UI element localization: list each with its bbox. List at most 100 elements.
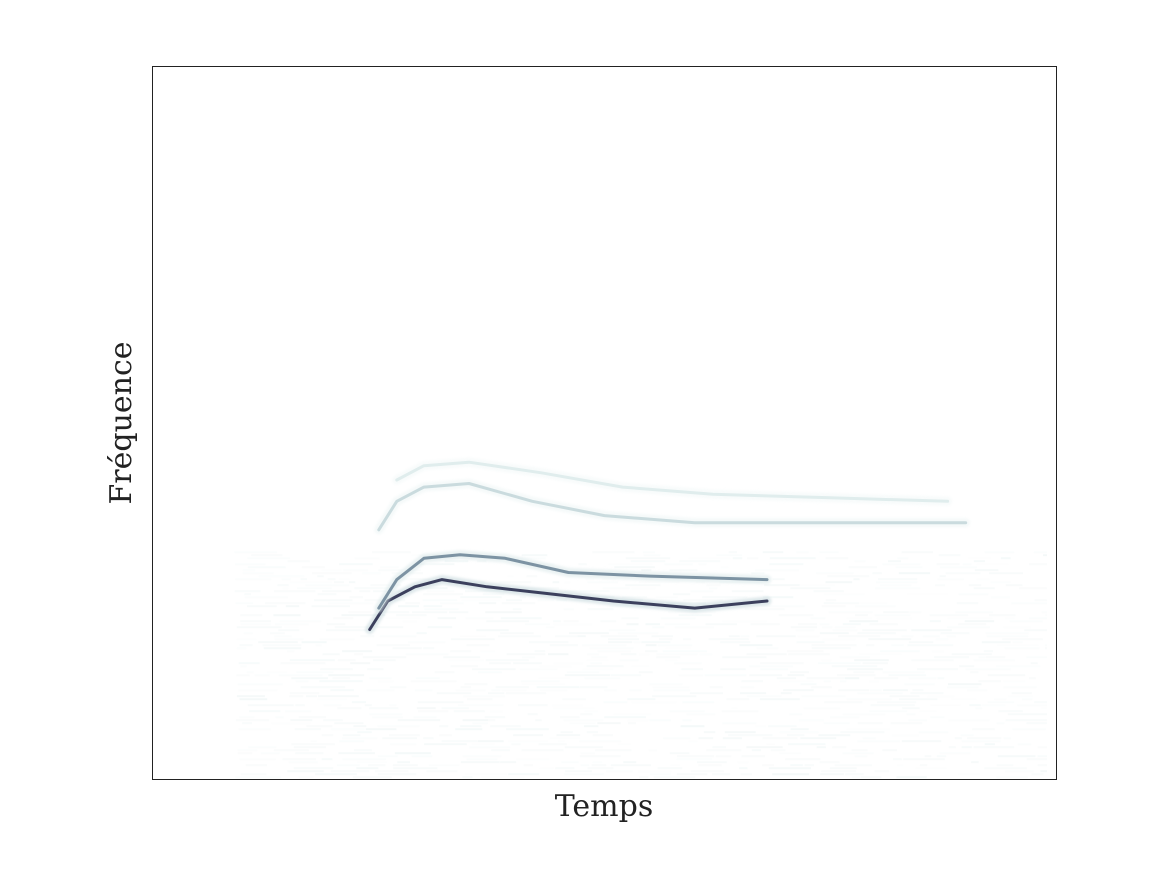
noise-streak <box>423 593 463 596</box>
noise-streak <box>555 635 578 638</box>
noise-streak <box>240 614 263 617</box>
noise-streak <box>411 554 429 557</box>
noise-streak <box>662 650 707 653</box>
y-axis-label: Fréquence <box>104 341 139 504</box>
noise-streak <box>242 572 274 575</box>
noise-streak <box>846 728 891 731</box>
noise-streak <box>564 674 611 677</box>
noise-streak <box>649 683 683 686</box>
noise-streak <box>834 764 872 767</box>
noise-streak <box>819 551 839 554</box>
noise-streak <box>323 719 343 722</box>
noise-streak <box>526 575 538 578</box>
noise-streak <box>704 674 747 677</box>
noise-streak <box>800 683 817 686</box>
noise-streak <box>580 764 590 767</box>
noise-streak <box>369 677 392 680</box>
noise-streak <box>293 767 334 770</box>
noise-streak <box>783 689 814 692</box>
noise-streak <box>469 746 511 749</box>
noise-streak <box>631 701 677 704</box>
noise-streak <box>937 578 964 581</box>
noise-streak <box>553 620 561 623</box>
noise-streak <box>655 596 678 599</box>
noise-streak <box>301 641 327 644</box>
noise-streak <box>248 746 277 749</box>
noise-streak <box>987 701 1015 704</box>
noise-streak <box>627 698 656 701</box>
noise-streak <box>682 719 692 722</box>
noise-streak <box>669 710 705 713</box>
noise-streak <box>485 659 529 662</box>
noise-streak <box>461 599 501 602</box>
noise-streak <box>521 683 565 686</box>
noise-streak <box>1029 563 1047 566</box>
noise-streak <box>240 623 271 626</box>
noise-streak <box>984 767 1027 770</box>
noise-streak <box>495 686 529 689</box>
noise-streak <box>996 764 1014 767</box>
noise-streak <box>931 650 944 653</box>
noise-streak <box>362 656 407 659</box>
noise-streak <box>236 695 265 698</box>
noise-streak <box>870 704 915 707</box>
noise-streak <box>586 659 609 662</box>
noise-streak <box>311 605 350 608</box>
noise-streak <box>569 722 596 725</box>
noise-streak <box>981 704 1006 707</box>
noise-streak <box>990 581 1011 584</box>
noise-streak <box>520 680 560 683</box>
noise-streak <box>630 560 666 563</box>
noise-streak <box>652 686 690 689</box>
noise-streak <box>439 734 452 737</box>
noise-streak <box>343 569 369 572</box>
noise-streak <box>829 767 857 770</box>
noise-streak <box>247 557 291 560</box>
noise-streak <box>816 572 854 575</box>
noise-streak <box>437 617 456 620</box>
noise-streak <box>518 704 548 707</box>
noise-streak <box>501 689 527 692</box>
noise-streak <box>991 596 1010 599</box>
noise-streak <box>561 761 579 764</box>
noise-streak <box>300 686 346 689</box>
noise-streak <box>761 605 805 608</box>
noise-streak <box>498 635 541 638</box>
noise-streak <box>235 776 282 779</box>
noise-streak <box>478 602 497 605</box>
noise-streak <box>390 743 417 746</box>
noise-streak <box>319 638 355 641</box>
noise-streak <box>912 689 924 692</box>
noise-streak <box>455 728 483 731</box>
noise-streak <box>608 638 639 641</box>
noise-streak <box>366 689 395 692</box>
noise-streak <box>716 554 743 557</box>
noise-streak <box>659 638 673 641</box>
noise-streak <box>897 764 904 767</box>
noise-streak <box>297 587 332 590</box>
noise-streak <box>875 587 921 590</box>
noise-streak <box>377 773 417 776</box>
noise-streak <box>651 635 673 638</box>
noise-streak <box>287 650 295 653</box>
noise-streak <box>240 620 271 623</box>
noise-streak <box>247 704 294 707</box>
noise-streak <box>927 695 955 698</box>
noise-streak <box>649 773 671 776</box>
noise-streak <box>521 554 548 557</box>
noise-streak <box>382 737 417 740</box>
noise-streak <box>582 668 614 671</box>
noise-streak <box>1007 713 1047 716</box>
noise-streak <box>818 662 861 665</box>
noise-streak <box>1002 638 1043 641</box>
noise-streak <box>271 722 311 725</box>
noise-streak <box>670 764 681 767</box>
noise-streak <box>558 740 565 743</box>
noise-streak <box>401 578 431 581</box>
noise-streak <box>787 650 824 653</box>
noise-streak <box>683 638 692 641</box>
noise-streak <box>584 677 621 680</box>
noise-streak <box>762 764 774 767</box>
noise-streak <box>890 722 923 725</box>
noise-streak <box>605 770 633 773</box>
